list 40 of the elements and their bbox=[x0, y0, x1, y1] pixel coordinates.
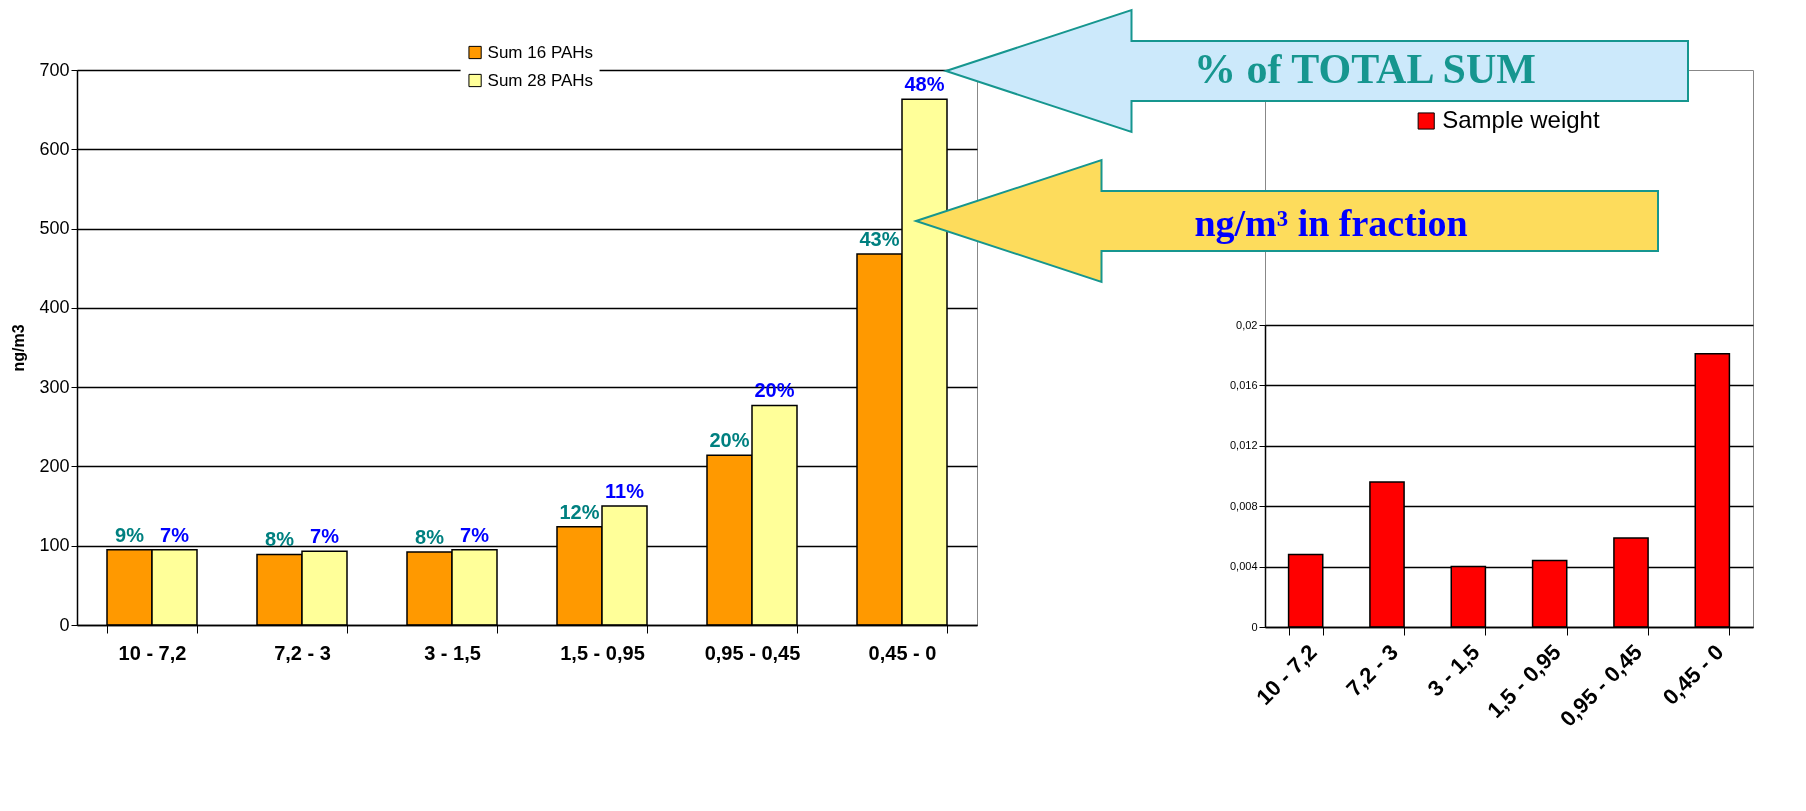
x-tick-label: 10 - 7,2 bbox=[118, 641, 187, 664]
legend-label: Sample weight bbox=[1442, 106, 1600, 133]
x-tick-label: 10 - 7,2 bbox=[1251, 639, 1322, 710]
y-tick-label: 0,016 bbox=[1229, 378, 1258, 391]
text: % of TOTAL SUM bbox=[1194, 46, 1536, 92]
x-tick-label: 0,95 - 0,45 bbox=[704, 641, 801, 664]
annotation: 48% bbox=[904, 73, 945, 96]
y-tick-label: 0,008 bbox=[1229, 499, 1258, 512]
y-tick-label: 0 bbox=[1251, 620, 1258, 633]
y-tick-label: 0 bbox=[59, 614, 70, 635]
annotation: 20% bbox=[709, 429, 750, 452]
y-tick-label: 300 bbox=[39, 376, 70, 397]
annotation: 8% bbox=[265, 528, 295, 551]
annotation: 9% bbox=[115, 523, 145, 546]
y-tick-label: 500 bbox=[39, 218, 70, 239]
y-tick-label: 0,012 bbox=[1229, 439, 1258, 452]
annotation: 12% bbox=[559, 500, 600, 523]
legend-label: Sum 28 PAHs bbox=[487, 70, 594, 90]
y-tick-label: 400 bbox=[39, 297, 70, 318]
annotation: 43% bbox=[859, 227, 900, 250]
y-tick-label: 0,004 bbox=[1229, 560, 1258, 573]
y-axis-title: ng/m3 bbox=[10, 324, 28, 372]
annotation: 7% bbox=[160, 523, 190, 546]
y-tick-label: 600 bbox=[39, 138, 70, 159]
x-tick-label: 1,5 - 0,95 bbox=[560, 641, 645, 664]
y-tick-label: 700 bbox=[39, 59, 70, 80]
text: ng/m³ in fraction bbox=[1194, 202, 1468, 244]
legend-label: Sum 16 PAHs bbox=[487, 42, 594, 62]
x-tick-label: 0,45 - 0 bbox=[868, 641, 937, 664]
annotation: 7% bbox=[310, 525, 340, 548]
y-tick-label: 200 bbox=[39, 455, 70, 476]
annotation: 8% bbox=[415, 526, 445, 549]
annotation: 7% bbox=[460, 523, 490, 546]
x-tick-label: 3 - 1,5 bbox=[1422, 639, 1485, 702]
x-tick-label: 7,2 - 3 bbox=[1341, 639, 1404, 702]
y-tick-label: 100 bbox=[39, 535, 70, 556]
x-tick-label: 3 - 1,5 bbox=[424, 641, 481, 664]
x-tick-label: 7,2 - 3 bbox=[274, 641, 331, 664]
annotation: 11% bbox=[605, 480, 645, 503]
y-tick-label: 0,02 bbox=[1236, 318, 1258, 331]
